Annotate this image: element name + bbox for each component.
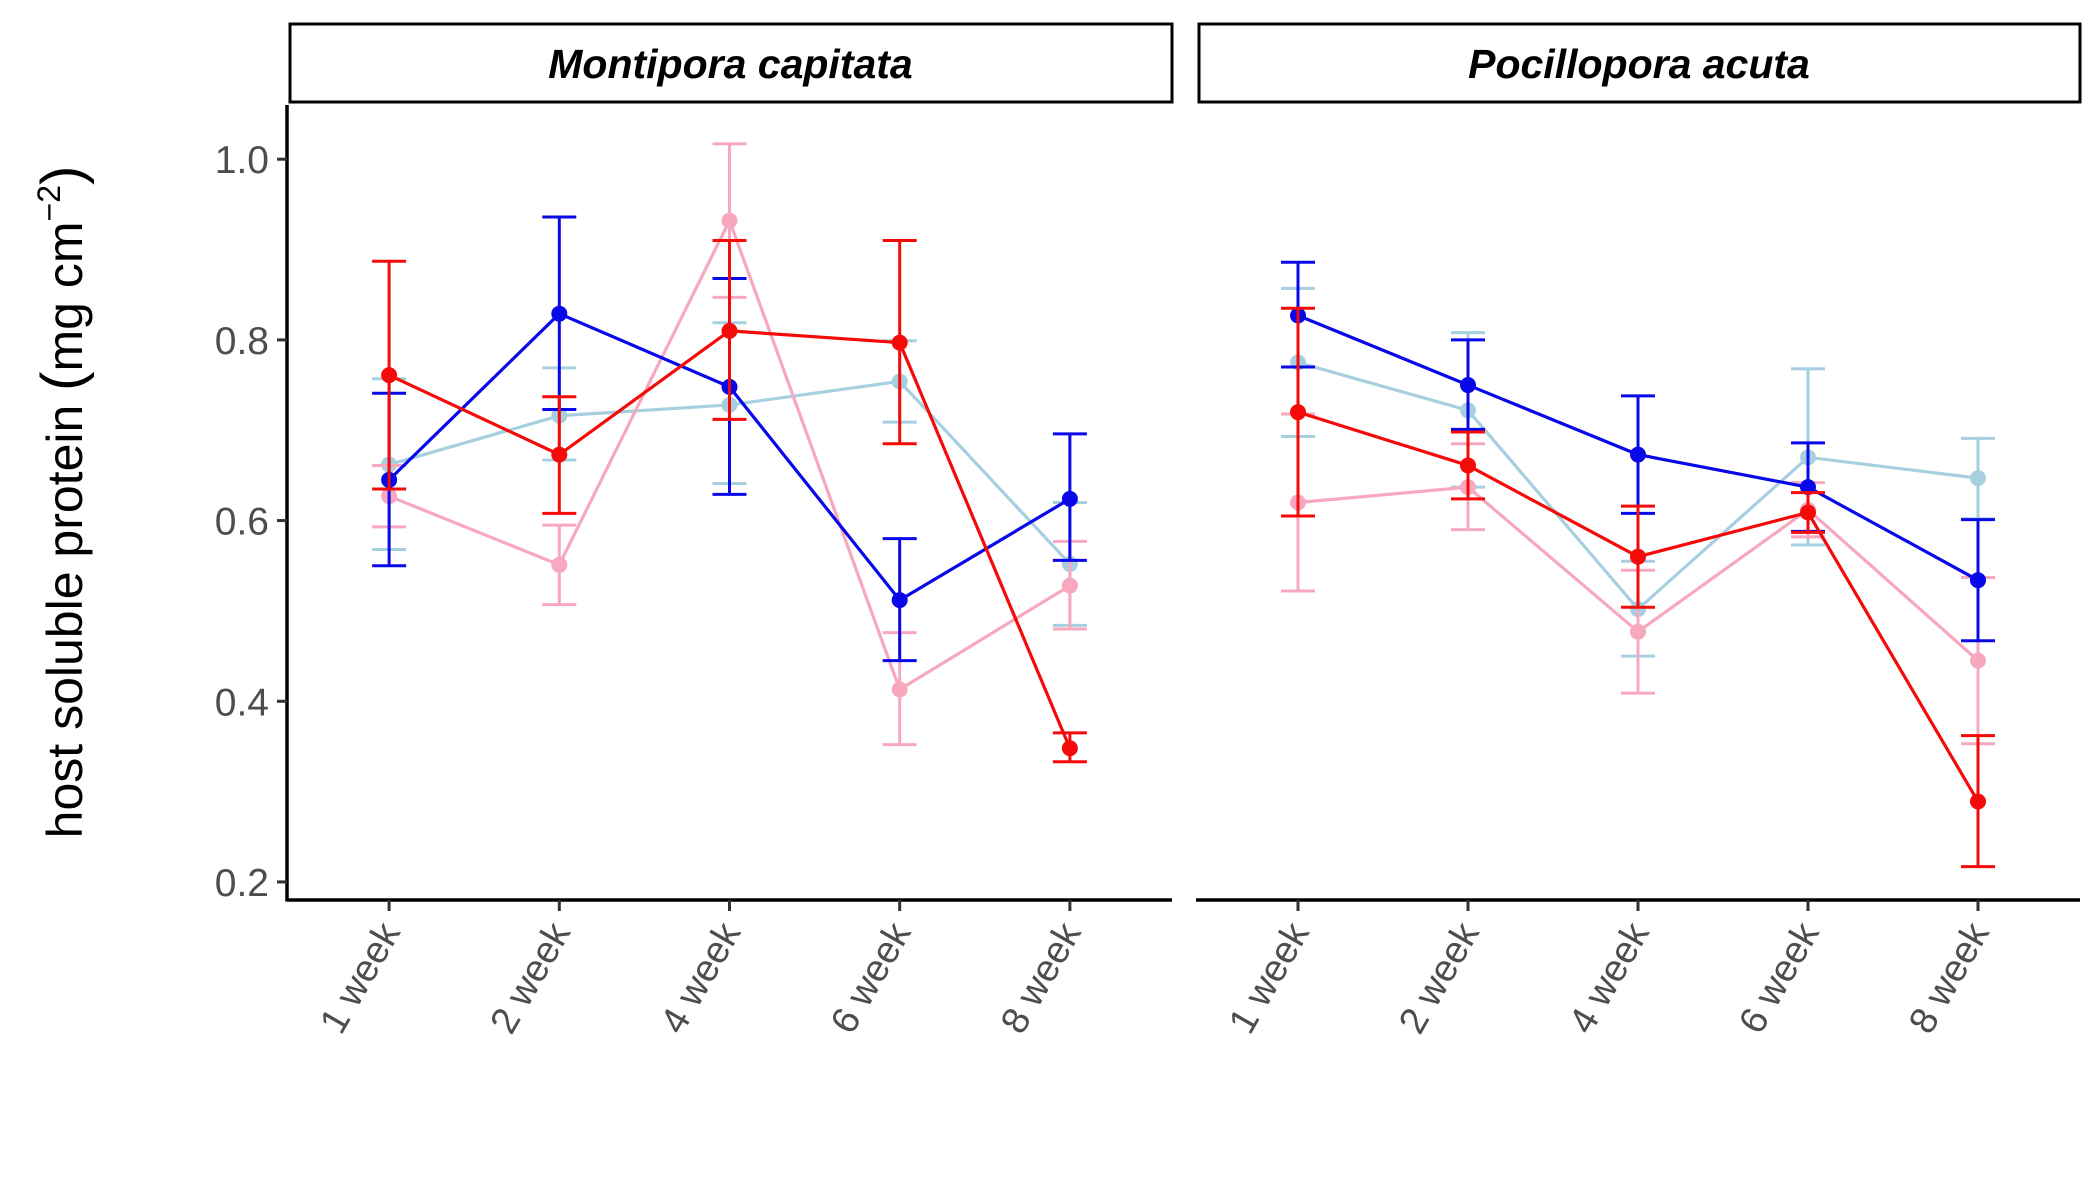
facet-strip-box bbox=[1197, 22, 2082, 104]
x-tick-label: 1 week bbox=[1221, 915, 1318, 1041]
panel-2: Pocillopora acuta 1 week 2 week 4 week 6 wee… bbox=[1196, 22, 2082, 1041]
data-point bbox=[1630, 623, 1646, 640]
facet-strip-box bbox=[288, 22, 1174, 104]
x-tick-label: 6 week bbox=[823, 915, 920, 1041]
data-point bbox=[1061, 577, 1078, 594]
data-point bbox=[721, 322, 738, 339]
data-point bbox=[891, 592, 908, 609]
y-tick-label: 0.2 bbox=[215, 862, 269, 905]
y-tick-label: 0.8 bbox=[215, 320, 269, 363]
data-point bbox=[1061, 740, 1078, 757]
y-tick-label: 0.6 bbox=[215, 501, 269, 544]
data-point bbox=[721, 212, 738, 229]
series-4 bbox=[372, 239, 1087, 764]
data-point bbox=[891, 681, 908, 698]
x-tick-label: 4 week bbox=[653, 915, 750, 1041]
series-4 bbox=[1281, 306, 1995, 869]
x-tick-label: 8 week bbox=[1901, 915, 1998, 1041]
y-axis-title: host soluble protein (mg cm−2) bbox=[30, 166, 95, 839]
x-tick-label: 8 week bbox=[993, 915, 1090, 1041]
panels: Montipora capitata 0.2 0.4 0.6 0.8 1.0 1 week 2… bbox=[215, 22, 2082, 1041]
data-point bbox=[1630, 548, 1646, 565]
data-point bbox=[1290, 404, 1306, 421]
x-tick-label: 2 week bbox=[483, 915, 580, 1041]
facet-title: Montipora capitata bbox=[548, 41, 912, 87]
data-point bbox=[1970, 652, 1986, 669]
data-point bbox=[1630, 446, 1646, 463]
data-point bbox=[1061, 490, 1078, 507]
data-point bbox=[551, 556, 568, 573]
data-point bbox=[1460, 377, 1476, 394]
x-tick-label: 1 week bbox=[312, 915, 409, 1041]
data-point bbox=[891, 334, 908, 351]
panel-1: Montipora capitata 0.2 0.4 0.6 0.8 1.0 1 week 2… bbox=[215, 22, 1174, 1041]
data-point bbox=[551, 305, 568, 322]
y-axis-title-paren-open: ( bbox=[30, 371, 95, 390]
data-point bbox=[381, 367, 398, 384]
x-tick-label: 4 week bbox=[1561, 915, 1658, 1041]
x-tick-label: 6 week bbox=[1731, 915, 1828, 1041]
x-tick-label: 2 week bbox=[1391, 915, 1488, 1041]
data-point bbox=[1800, 504, 1816, 521]
data-point bbox=[551, 446, 568, 463]
facet-title: Pocillopora acuta bbox=[1468, 41, 1810, 87]
data-point bbox=[1460, 457, 1476, 474]
data-point bbox=[1970, 572, 1986, 589]
data-point bbox=[1970, 793, 1986, 810]
y-axis-title-exponent: −2 bbox=[31, 185, 67, 221]
y-tick-label: 0.4 bbox=[215, 681, 269, 724]
y-axis-label: host soluble protein (mg cm−2) bbox=[30, 166, 95, 839]
y-axis-title-unit: mg cm bbox=[37, 221, 93, 371]
y-axis-title-main: host soluble protein bbox=[37, 391, 93, 839]
y-axis-title-paren-close: ) bbox=[30, 166, 95, 185]
data-point bbox=[1970, 470, 1986, 487]
y-tick-label: 1.0 bbox=[215, 139, 269, 182]
